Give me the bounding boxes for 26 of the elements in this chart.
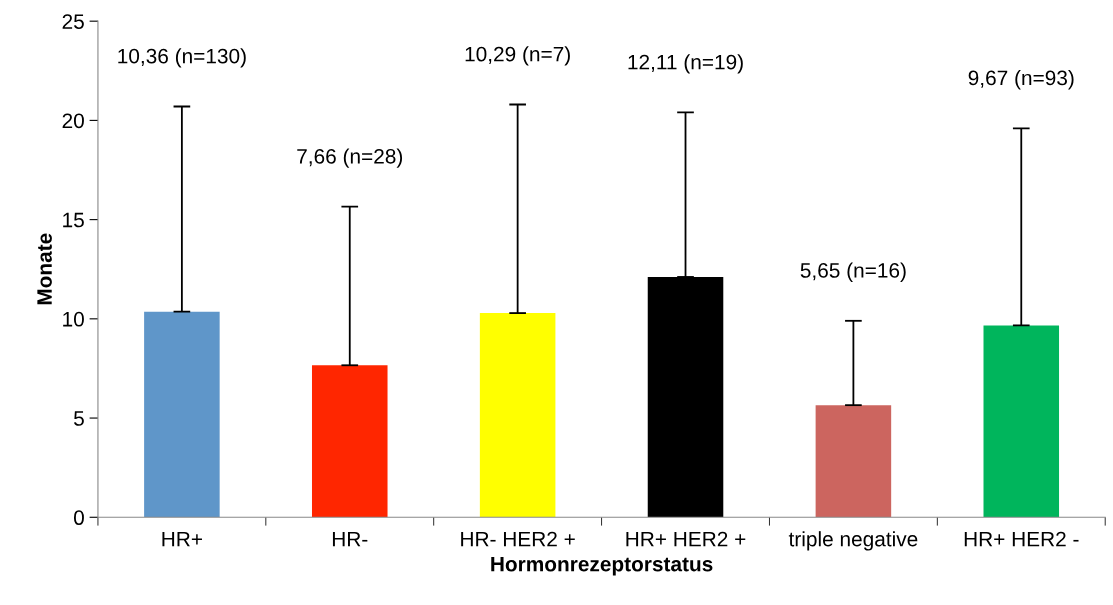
bar <box>144 311 220 518</box>
y-tick-label: 15 <box>63 212 84 228</box>
y-tick-label: 20 <box>62 113 84 129</box>
x-tick-label: HR+ HER2 + <box>626 531 746 547</box>
y-tick-label: 25 <box>62 14 84 29</box>
annotation: 10,36 (n=130) <box>118 48 246 68</box>
bar <box>311 365 388 518</box>
x-tick-label: HR+ HER2 - <box>964 531 1079 547</box>
y-axis-title: Monate <box>37 233 52 305</box>
x-tick-label: triple negative <box>788 531 918 551</box>
bar <box>983 325 1060 518</box>
annotation: 10,29 (n=7) <box>465 46 570 66</box>
bar <box>815 405 892 518</box>
y-tick-label: 0 <box>73 510 84 526</box>
annotation: 12,11 (n=19) <box>628 54 743 74</box>
y-tick-label: 5 <box>74 411 84 426</box>
x-tick-label: HR- HER2 + <box>461 531 575 547</box>
annotation: 9,67 (n=93) <box>968 70 1074 90</box>
x-tick-label: HR- <box>332 531 368 547</box>
y-tick-label: 10 <box>63 311 84 327</box>
bar <box>479 313 556 518</box>
annotation: 5,65 (n=16) <box>800 262 906 282</box>
x-tick-label: HR+ <box>162 531 202 547</box>
x-axis-title: Hormonrezeptorstatus <box>491 556 713 576</box>
bar <box>647 276 724 518</box>
annotation: 7,66 (n=28) <box>297 148 403 168</box>
